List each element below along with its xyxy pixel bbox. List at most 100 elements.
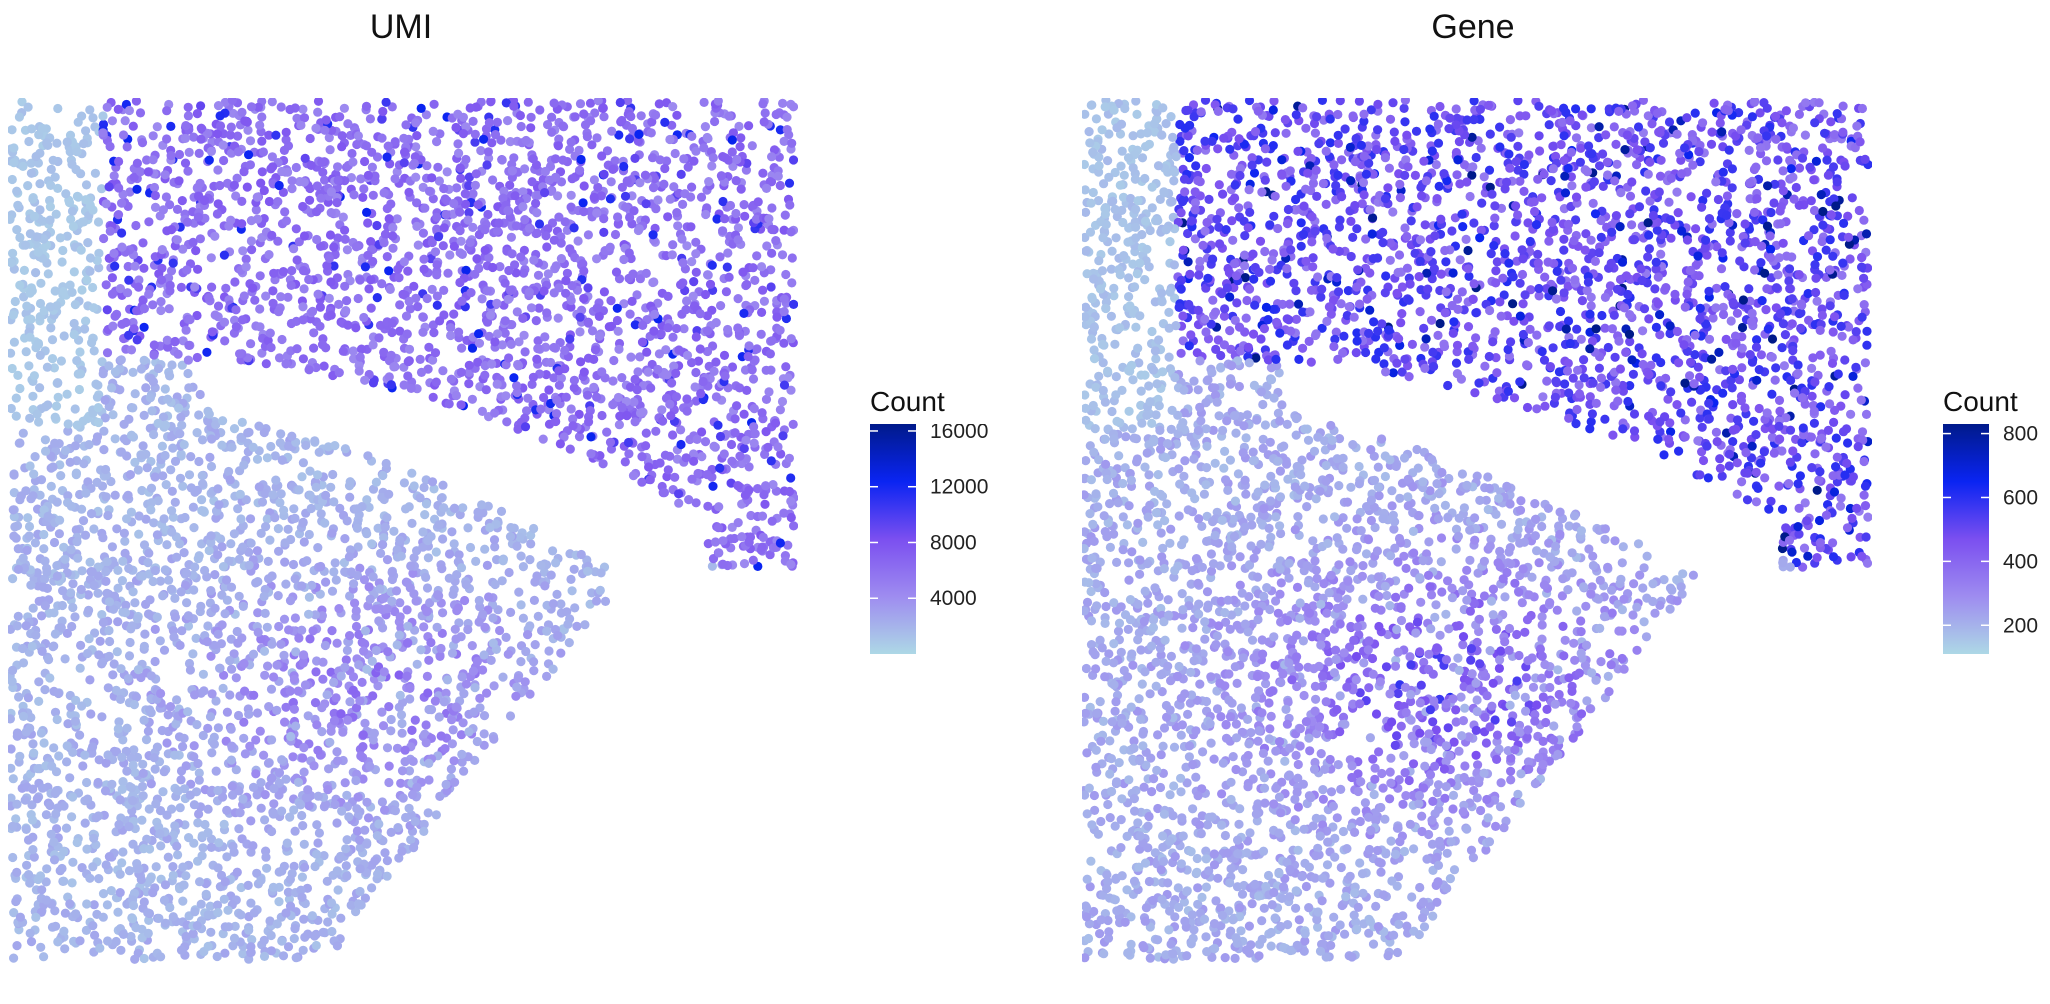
scatter-point <box>583 283 593 293</box>
scatter-point <box>543 224 553 234</box>
scatter-point <box>580 620 590 630</box>
scatter-point <box>465 542 476 553</box>
scatter-point <box>66 709 76 719</box>
scatter-point <box>340 778 350 788</box>
scatter-point <box>207 282 217 292</box>
scatter-point <box>644 462 654 472</box>
scatter-point <box>279 505 289 515</box>
scatter-point <box>782 112 792 122</box>
scatter-point <box>447 715 457 725</box>
scatter-point <box>19 265 29 275</box>
scatter-point <box>662 370 672 380</box>
scatter-point <box>231 305 241 315</box>
scatter-point <box>168 870 178 881</box>
scatter-point <box>15 280 25 290</box>
scatter-point <box>9 337 19 347</box>
scatter-point <box>101 860 111 870</box>
scatter-point <box>327 528 337 538</box>
scatter-point <box>379 347 389 357</box>
scatter-point <box>218 792 228 802</box>
scatter-point <box>515 532 525 542</box>
scatter-point <box>307 580 317 590</box>
scatter-point <box>124 822 134 832</box>
scatter-point <box>340 662 350 672</box>
scatter-point <box>637 477 647 487</box>
scatter-point <box>333 885 343 895</box>
scatter-point <box>778 98 788 108</box>
scatter-point <box>39 738 49 748</box>
scatter-point <box>325 737 335 747</box>
scatter-point <box>122 514 132 524</box>
scatter-point <box>142 155 152 165</box>
scatter-point <box>727 135 737 145</box>
scatter-point <box>533 270 544 280</box>
scatter-point <box>415 493 425 503</box>
scatter-point <box>320 175 330 185</box>
scatter-point <box>257 167 267 177</box>
scatter-point <box>53 183 63 193</box>
scatter-point <box>686 222 696 232</box>
scatter-point <box>366 303 376 313</box>
scatter-point <box>301 793 311 803</box>
scatter-point <box>319 361 329 371</box>
scatter-point <box>33 339 44 349</box>
scatter-point <box>90 930 100 940</box>
scatter-point <box>767 152 777 162</box>
scatter-point <box>549 235 559 245</box>
scatter-point <box>766 282 776 292</box>
scatter-point <box>147 406 157 416</box>
scatter-point <box>444 549 455 559</box>
scatter-point <box>68 602 78 613</box>
scatter-point <box>206 586 216 596</box>
scatter-point <box>312 849 322 859</box>
scatter-point <box>456 400 466 410</box>
scatter-point <box>351 621 362 632</box>
scatter-point <box>783 540 793 550</box>
scatter-point <box>569 564 579 574</box>
scatter-point <box>266 342 276 353</box>
scatter-point <box>318 927 328 938</box>
scatter-point <box>108 670 118 680</box>
scatter-point <box>427 173 437 183</box>
scatter-point <box>749 422 759 432</box>
scatter-point <box>732 401 742 411</box>
scatter-point <box>81 316 91 326</box>
scatter-point <box>234 591 244 601</box>
scatter-point <box>268 490 278 500</box>
scatter-point <box>424 655 434 665</box>
scatter-point <box>520 677 530 687</box>
scatter-point <box>179 548 189 558</box>
scatter-point <box>66 501 76 511</box>
scatter-point <box>21 347 31 357</box>
scatter-point <box>382 743 393 753</box>
scatter-point <box>126 430 137 440</box>
scatter-point <box>256 778 266 788</box>
scatter-point <box>505 137 515 147</box>
scatter-point <box>81 488 91 498</box>
scatter-point <box>107 273 117 283</box>
scatter-point <box>599 287 610 297</box>
scatter-point <box>348 685 358 695</box>
scatter-point <box>340 444 350 454</box>
scatter-point <box>607 126 617 136</box>
scatter-point <box>246 898 256 908</box>
scatter-point <box>526 539 536 549</box>
scatter-point <box>227 442 237 452</box>
scatter-point <box>326 310 336 320</box>
scatter-point <box>80 750 90 760</box>
scatter-point <box>542 626 552 636</box>
scatter-point <box>198 843 208 853</box>
scatter-point <box>589 192 599 202</box>
scatter-point <box>436 493 446 503</box>
scatter-point <box>407 468 417 478</box>
scatter-point <box>786 496 796 506</box>
scatter-point <box>158 787 168 797</box>
scatter-point <box>492 226 503 236</box>
scatter-point <box>305 490 315 500</box>
scatter-point <box>29 469 39 479</box>
scatter-point <box>363 250 373 260</box>
scatter-point <box>649 277 659 287</box>
scatter-point <box>532 208 542 218</box>
scatter-point <box>784 486 795 497</box>
scatter-point <box>744 121 754 131</box>
